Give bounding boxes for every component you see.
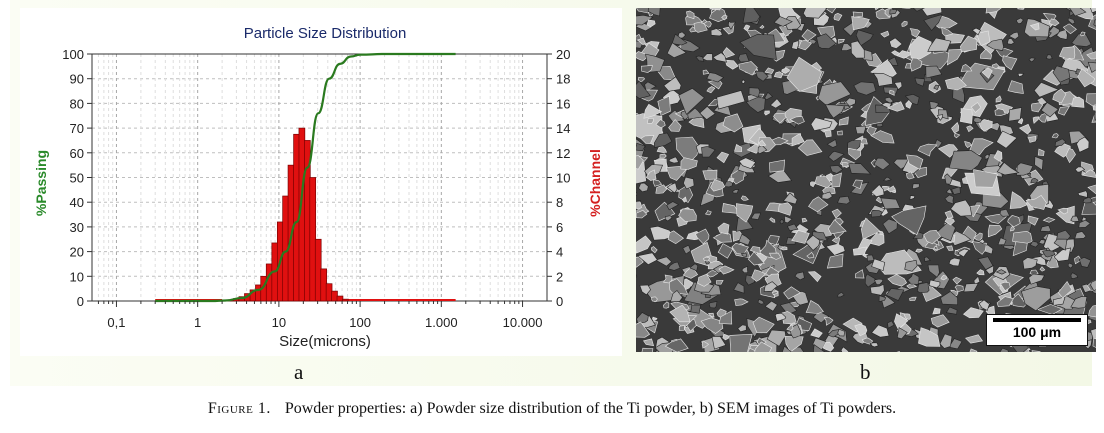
y-tick-label: 100 [62, 47, 84, 62]
y2-tick-label: 20 [556, 47, 570, 62]
caption-label: Figure 1. [207, 400, 271, 417]
y-tick-label: 30 [70, 220, 84, 235]
y2-tick-label: 4 [556, 245, 563, 260]
y-tick-label: 40 [70, 195, 84, 210]
x-tick-label: 1.000 [425, 315, 458, 330]
figure-caption: Figure 1. Powder properties: a) Powder si… [0, 400, 1104, 418]
chart-title: Particle Size Distribution [244, 25, 407, 42]
y2-tick-label: 10 [556, 171, 570, 186]
panel-label-a: a [294, 360, 304, 384]
channel-bar [265, 263, 273, 302]
y-tick-label: 70 [70, 121, 84, 136]
y2-tick-label: 12 [556, 146, 570, 161]
y-tick-label: 60 [70, 146, 84, 161]
y2-tick-label: 2 [556, 269, 563, 284]
channel-bar [342, 298, 349, 302]
y-axis-label-right: %Channel [587, 149, 603, 217]
sem-image: 100 μm [636, 8, 1096, 352]
channel-bar [325, 283, 333, 302]
y-tick-label: 90 [70, 72, 84, 87]
y2-tick-label: 16 [556, 96, 570, 111]
y-tick-label: 80 [70, 96, 84, 111]
chart-svg: 0 10 20 30 40 50 60 70 80 90 100 0 2 4 6 8 10 12 14 16 18 20 0… [33, 25, 603, 350]
y2-tick-label: 8 [556, 195, 563, 210]
sem-particles [636, 8, 1096, 352]
y2-tick-label: 18 [556, 72, 570, 87]
scale-bar-label: 100 μm [1012, 324, 1062, 340]
y2-tick-label: 0 [556, 294, 563, 309]
channel-bar [309, 177, 317, 302]
axis-ticks: 0 10 20 30 40 50 60 70 80 90 100 0 2 4 6 8 10 12 14 16 18 20 0… [62, 47, 570, 330]
panel-label-b: b [860, 360, 871, 384]
y-axis-label-left: %Passing [33, 150, 49, 216]
passing-curve [155, 52, 456, 303]
x-tick-label: 10 [272, 315, 286, 330]
y-tick-label: 0 [77, 294, 84, 309]
scale-bar-line [993, 318, 1081, 322]
y-tick-label: 10 [70, 269, 84, 284]
scale-bar: 100 μm [986, 314, 1088, 346]
x-tick-label: 100 [349, 315, 371, 330]
x-tick-label: 10.000 [503, 315, 543, 330]
y2-tick-label: 14 [556, 121, 570, 136]
y2-tick-label: 6 [556, 220, 563, 235]
figure-panel: 0 10 20 30 40 50 60 70 80 90 100 0 2 4 6 8 10 12 14 16 18 20 0… [10, 0, 1096, 386]
channel-bar [336, 295, 344, 302]
x-tick-label: 1 [194, 315, 201, 330]
channel-bars [222, 127, 349, 302]
caption-text: Powder properties: a) Powder size distri… [284, 400, 897, 417]
channel-bar [331, 290, 338, 302]
particle-size-chart: 0 10 20 30 40 50 60 70 80 90 100 0 2 4 6 8 10 12 14 16 18 20 0… [20, 8, 622, 356]
y-tick-label: 20 [70, 245, 84, 260]
x-tick-label: 0,1 [107, 315, 125, 330]
x-axis-label: Size(microns) [279, 333, 371, 350]
y-tick-label: 50 [70, 171, 84, 186]
channel-bar [320, 268, 327, 302]
channel-bar [314, 238, 322, 302]
